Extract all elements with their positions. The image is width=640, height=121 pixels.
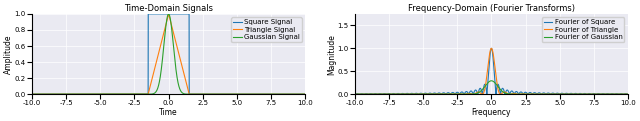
Gaussian Signal — [284, 93, 291, 95]
Square Signal — [193, 93, 201, 95]
Triangle Signal — [28, 93, 36, 95]
Line: Fourier of Gaussian: Fourier of Gaussian — [355, 81, 628, 94]
Square Signal — [144, 13, 152, 15]
Triangle Signal — [301, 93, 309, 95]
Y-axis label: Magnitude: Magnitude — [327, 34, 336, 75]
Line: Gaussian Signal: Gaussian Signal — [32, 14, 305, 94]
Legend: Fourier of Square, Fourier of Triangle, Fourier of Gaussian: Fourier of Square, Fourier of Triangle, … — [542, 17, 625, 42]
Fourier of Triangle — [351, 93, 358, 95]
Fourier of Square — [547, 93, 554, 95]
Gaussian Signal — [164, 13, 172, 15]
Title: Frequency-Domain (Fourier Transforms): Frequency-Domain (Fourier Transforms) — [408, 4, 575, 13]
Line: Fourier of Square: Fourier of Square — [355, 48, 628, 94]
Gaussian Signal — [28, 93, 36, 95]
Fourier of Gaussian — [351, 93, 358, 95]
Line: Fourier of Triangle: Fourier of Triangle — [355, 48, 628, 94]
Fourier of Gaussian — [547, 93, 554, 95]
Y-axis label: Amplitude: Amplitude — [4, 34, 13, 74]
Square Signal — [157, 13, 165, 15]
Fourier of Gaussian — [419, 93, 427, 95]
Fourier of Gaussian — [526, 93, 534, 95]
Triangle Signal — [157, 42, 165, 44]
Fourier of Gaussian — [480, 87, 488, 88]
Fourier of Triangle — [488, 48, 495, 49]
Fourier of Square — [526, 92, 534, 93]
Fourier of Gaussian — [624, 93, 632, 95]
Gaussian Signal — [193, 93, 201, 95]
Square Signal — [224, 93, 232, 95]
Title: Time-Domain Signals: Time-Domain Signals — [124, 4, 213, 13]
Fourier of Triangle — [547, 93, 554, 95]
Fourier of Square — [488, 48, 495, 49]
Fourier of Square — [516, 92, 524, 93]
Square Signal — [96, 93, 104, 95]
Gaussian Signal — [224, 93, 232, 95]
Gaussian Signal — [157, 69, 165, 71]
Fourier of Square — [624, 93, 632, 95]
Triangle Signal — [224, 93, 232, 95]
Fourier of Square — [480, 85, 488, 87]
Fourier of Square — [607, 93, 614, 95]
Triangle Signal — [204, 93, 211, 95]
Legend: Square Signal, Triangle Signal, Gaussian Signal: Square Signal, Triangle Signal, Gaussian… — [231, 17, 301, 42]
Square Signal — [301, 93, 309, 95]
Square Signal — [284, 93, 291, 95]
Triangle Signal — [284, 93, 291, 95]
Fourier of Triangle — [516, 93, 524, 95]
Square Signal — [28, 93, 36, 95]
Gaussian Signal — [301, 93, 309, 95]
X-axis label: Time: Time — [159, 108, 178, 117]
Gaussian Signal — [204, 93, 211, 95]
Fourier of Gaussian — [488, 80, 495, 82]
Fourier of Square — [351, 93, 358, 95]
Fourier of Triangle — [607, 93, 614, 95]
Fourier of Square — [419, 93, 427, 95]
Fourier of Triangle — [624, 93, 632, 95]
Line: Triangle Signal: Triangle Signal — [32, 14, 305, 94]
Gaussian Signal — [96, 93, 104, 95]
Triangle Signal — [193, 93, 201, 95]
Square Signal — [204, 93, 211, 95]
Line: Square Signal: Square Signal — [32, 14, 305, 94]
Triangle Signal — [96, 93, 104, 95]
Fourier of Gaussian — [607, 93, 614, 95]
Fourier of Triangle — [480, 91, 488, 93]
Triangle Signal — [164, 13, 172, 15]
Fourier of Triangle — [526, 93, 534, 95]
X-axis label: Frequency: Frequency — [472, 108, 511, 117]
Fourier of Triangle — [419, 93, 427, 95]
Fourier of Gaussian — [516, 93, 524, 95]
